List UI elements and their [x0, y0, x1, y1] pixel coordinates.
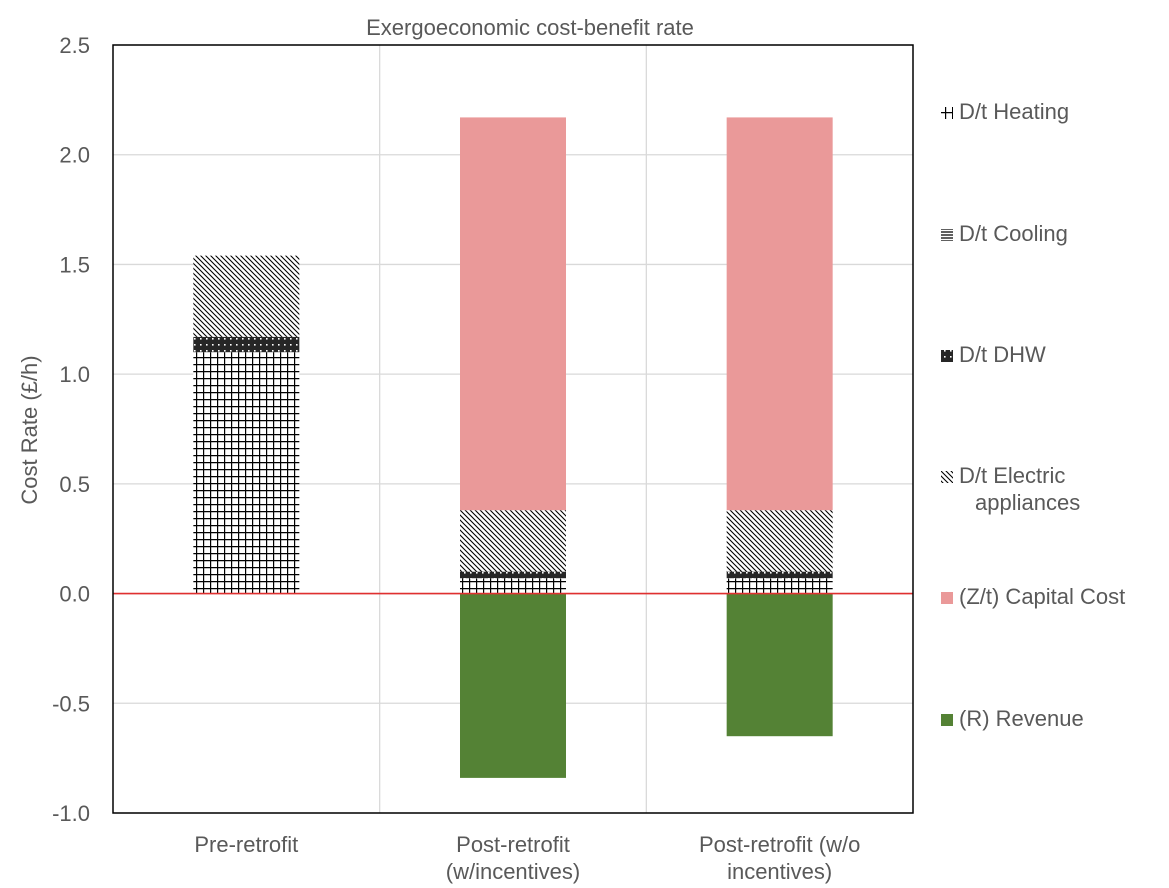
- bar-segment: [193, 336, 300, 353]
- legend-label: D/t Cooling: [959, 221, 1068, 246]
- y-tick-label: 1.0: [59, 362, 90, 387]
- x-tick-labels: Pre-retrofit Post-retrofit (w/incentives) P…: [194, 832, 860, 884]
- y-tick-label: 0.0: [59, 582, 90, 607]
- bar-segment: [460, 571, 566, 579]
- y-axis-label: Cost Rate (£/h): [17, 355, 42, 504]
- y-tick-label: 1.5: [59, 252, 90, 277]
- legend-swatch: [941, 714, 953, 726]
- legend-swatch: [941, 350, 953, 362]
- bar-segment: [726, 571, 833, 579]
- bars: [193, 117, 833, 778]
- y-tick-label: -1.0: [52, 801, 90, 826]
- x-tick-label: Post-retrofit (w/o incentives): [699, 832, 860, 884]
- legend-label: (R) Revenue: [959, 706, 1084, 731]
- bar-segment: [460, 510, 566, 572]
- bar-segment: [460, 593, 566, 778]
- bar-segment: [193, 352, 300, 594]
- y-tick-label: -0.5: [52, 691, 90, 716]
- y-tick-labels: 2.5 2.0 1.5 1.0 0.5 0.0 -0.5 -1.0: [52, 33, 90, 826]
- legend-label: D/t Heating: [959, 99, 1069, 124]
- bar-segment: [193, 255, 300, 337]
- bar-segment: [726, 510, 833, 572]
- legend-swatch: [941, 229, 953, 241]
- legend: D/t Heating D/t Cooling D/t DHW D/t Electri…: [941, 99, 1125, 731]
- bar-segment: [726, 593, 833, 737]
- legend-swatch: [941, 592, 953, 604]
- legend-swatch: [941, 107, 953, 119]
- x-tick-label: Pre-retrofit: [194, 832, 298, 857]
- bar-segment: [726, 117, 833, 511]
- legend-swatch: [941, 471, 953, 483]
- x-tick-label: Post-retrofit (w/incentives): [446, 832, 580, 884]
- legend-label: (Z/t) Capital Cost: [959, 584, 1125, 609]
- bar-segment: [460, 117, 566, 511]
- y-tick-label: 2.5: [59, 33, 90, 58]
- bar-segment: [726, 578, 833, 594]
- plot-area-frame: [112, 44, 914, 814]
- y-tick-label: 0.5: [59, 472, 90, 497]
- legend-label: D/t DHW: [959, 342, 1046, 367]
- legend-label: D/t Electric appliances: [959, 463, 1080, 515]
- chart-title: Exergoeconomic cost-benefit rate: [366, 15, 694, 40]
- bar-segment: [460, 578, 566, 594]
- y-tick-label: 2.0: [59, 143, 90, 168]
